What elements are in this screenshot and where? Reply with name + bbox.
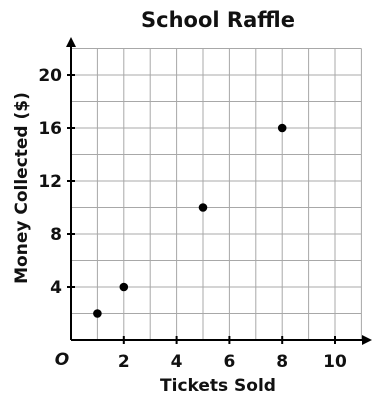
axes xyxy=(66,37,372,345)
x-axis-label: Tickets Sold xyxy=(160,376,276,396)
grid xyxy=(71,48,362,340)
y-axis-label: Money Collected ($) xyxy=(12,92,32,284)
origin-label: O xyxy=(55,350,69,370)
data-point xyxy=(93,309,102,318)
y-axis-arrow xyxy=(66,37,76,47)
data-point xyxy=(277,123,287,133)
y-tick-label: 8 xyxy=(50,225,62,245)
data-point xyxy=(198,203,208,212)
y-tick-label: 20 xyxy=(38,66,62,86)
data-points xyxy=(93,123,287,318)
chart-title: School Raffle xyxy=(141,8,295,32)
x-tick-labels: 2 4 6 8 10 xyxy=(118,352,347,372)
x-axis-arrow xyxy=(362,335,372,345)
x-tick-label: 10 xyxy=(323,352,347,372)
x-tick-label: 6 xyxy=(223,352,235,372)
y-tick-labels: 4 8 12 16 20 xyxy=(38,66,62,298)
y-tick-label: 12 xyxy=(38,172,62,192)
data-point xyxy=(119,282,129,292)
y-tick-label: 16 xyxy=(38,119,62,139)
x-tick-label: 4 xyxy=(171,352,183,372)
x-tick-label: 2 xyxy=(118,352,130,372)
y-tick-label: 4 xyxy=(50,278,62,298)
x-tick-label: 8 xyxy=(276,352,288,372)
